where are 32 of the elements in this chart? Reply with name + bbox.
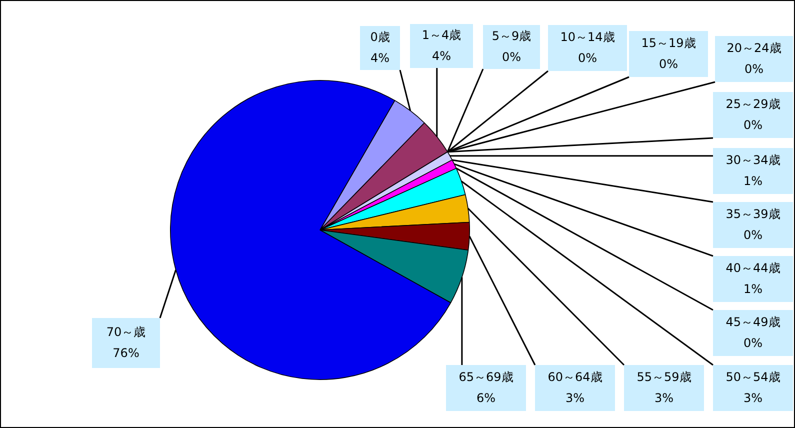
data-label: 4% [370, 51, 390, 66]
category-label: 20～24歳 [726, 41, 782, 56]
category-label: 5～9歳 [492, 29, 532, 44]
slice-label: 55～59歳 [636, 370, 692, 384]
category-label: 15～19歳 [641, 36, 696, 50]
text: 0% [578, 51, 598, 66]
category-label: 45～49歳 [726, 315, 780, 330]
data-label: 3% [743, 391, 763, 406]
text: 0% [744, 62, 764, 76]
data-label: 1% [743, 174, 763, 188]
category-label: 10～14歳 [560, 30, 615, 44]
slice-label: 0歳 [370, 30, 390, 44]
text: 0% [743, 228, 763, 242]
slice-label: 1～4歳 [422, 28, 462, 42]
category-label: 35～39歳 [726, 207, 780, 222]
data-label: 3% [565, 391, 585, 406]
slice-label: 30～34歳 [726, 153, 780, 168]
slice-label: 40～44歳 [726, 261, 780, 276]
text: 0% [743, 336, 763, 350]
text: 0% [502, 50, 522, 64]
slice-label: 65～69歳 [458, 370, 514, 384]
data-label: 3% [654, 391, 674, 406]
slice-label: 70～歳 [106, 325, 146, 340]
text: 0% [743, 118, 763, 132]
slice-label: 50～54歳 [726, 370, 780, 384]
data-label: 76% [112, 346, 140, 360]
slice-label: 60～64歳 [548, 370, 602, 384]
category-label: 25～29歳 [726, 97, 780, 112]
data-label: 4% [432, 49, 452, 64]
data-label: 6% [476, 391, 496, 406]
text: 0% [658, 57, 678, 72]
data-label: 1% [743, 282, 763, 296]
